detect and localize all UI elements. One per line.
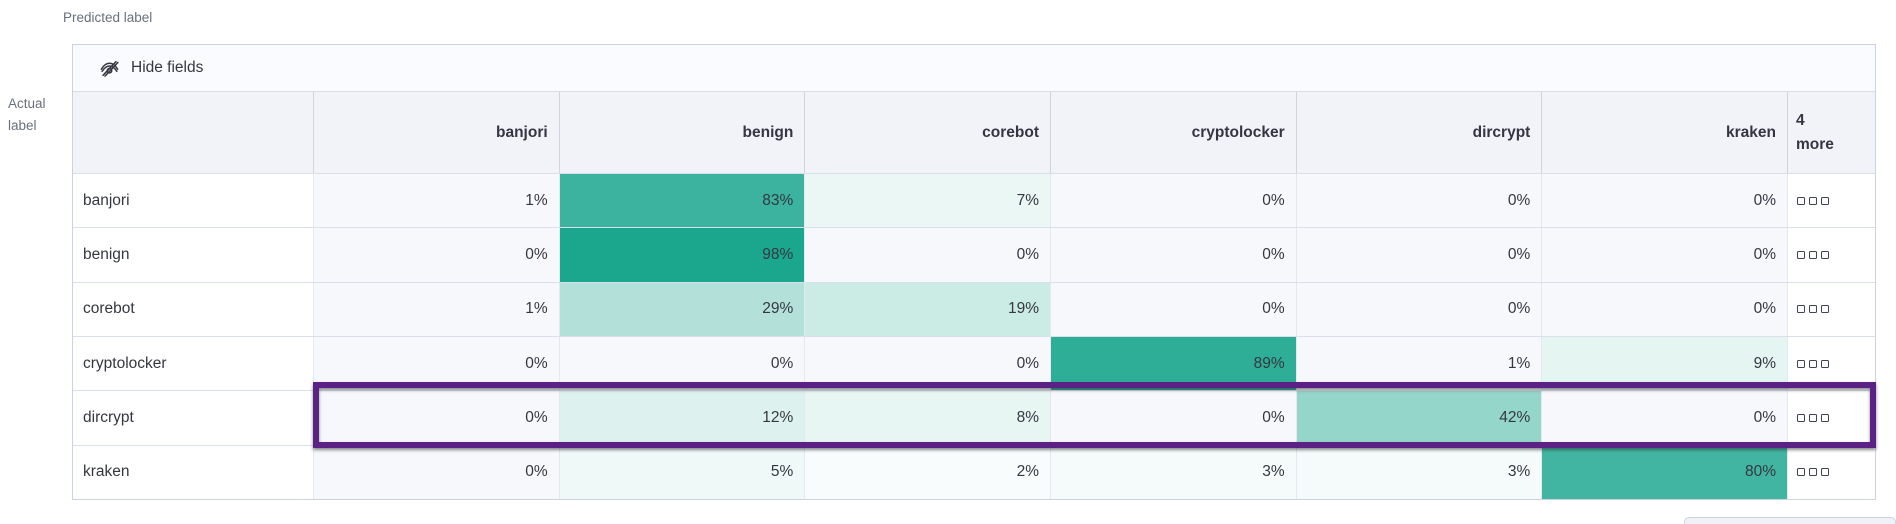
cell-dircrypt-kraken[interactable]: 0%	[1542, 391, 1788, 445]
more-cell-corebot[interactable]	[1788, 282, 1875, 336]
cell-cryptolocker-kraken[interactable]: 9%	[1542, 336, 1788, 391]
cell-banjori-cryptolocker[interactable]: 0%	[1051, 174, 1297, 228]
boxes-icon	[1797, 250, 1829, 259]
more-cell-dircrypt[interactable]	[1788, 391, 1875, 445]
cell-corebot-benign[interactable]: 29%	[559, 282, 806, 336]
cell-corebot-banjori[interactable]: 1%	[314, 282, 560, 336]
hide-fields-label: Hide fields	[131, 59, 204, 77]
confusion-matrix-grid: Hide fields banjori benign corebot cryptolo…	[72, 44, 1876, 500]
boxes-icon	[1797, 305, 1829, 314]
boxes-icon	[1797, 359, 1829, 368]
cell-kraken-kraken[interactable]: 80%	[1542, 445, 1788, 499]
cell-banjori-corebot[interactable]: 7%	[805, 174, 1051, 228]
grid-header-row: banjori benign corebot cryptolocker dircrypt…	[73, 92, 1875, 174]
column-header-kraken[interactable]: kraken	[1542, 92, 1788, 173]
more-cell-cryptolocker[interactable]	[1788, 336, 1875, 391]
matrix-row-corebot: corebot 1% 29% 19% 0% 0% 0%	[73, 282, 1875, 337]
cell-benign-kraken[interactable]: 0%	[1542, 228, 1788, 282]
cell-benign-cryptolocker[interactable]: 0%	[1051, 228, 1297, 282]
cell-kraken-benign[interactable]: 5%	[559, 445, 806, 499]
more-cell-banjori[interactable]	[1788, 174, 1875, 228]
cell-dircrypt-cryptolocker[interactable]: 0%	[1051, 391, 1297, 445]
cell-kraken-corebot[interactable]: 2%	[805, 445, 1051, 499]
actual-axis-label-line2: label	[8, 118, 37, 133]
cell-cryptolocker-benign[interactable]: 0%	[559, 336, 806, 391]
boxes-icon	[1797, 196, 1829, 205]
cell-corebot-dircrypt[interactable]: 0%	[1296, 282, 1543, 336]
matrix-row-banjori: banjori 1% 83% 7% 0% 0% 0%	[73, 174, 1875, 229]
row-label-corebot[interactable]: corebot	[73, 282, 314, 336]
matrix-row-benign: benign 0% 98% 0% 0% 0% 0%	[73, 228, 1875, 283]
cell-corebot-cryptolocker[interactable]: 0%	[1051, 282, 1297, 336]
more-cell-benign[interactable]	[1788, 228, 1875, 282]
boxes-icon	[1797, 413, 1829, 422]
cell-dircrypt-benign[interactable]: 12%	[559, 391, 806, 445]
matrix-row-kraken: kraken 0% 5% 2% 3% 3% 80%	[73, 445, 1875, 499]
column-header-cryptolocker[interactable]: cryptolocker	[1051, 92, 1297, 173]
cell-dircrypt-dircrypt[interactable]: 42%	[1296, 391, 1543, 445]
cell-cryptolocker-banjori[interactable]: 0%	[314, 336, 560, 391]
row-label-cryptolocker[interactable]: cryptolocker	[73, 336, 314, 391]
eye-closed-icon	[99, 58, 120, 79]
grid-body: banjori 1% 83% 7% 0% 0% 0% benign 0% 98% 0% 0% 0% 0% c…	[73, 174, 1875, 499]
cell-benign-benign[interactable]: 98%	[559, 228, 806, 282]
column-header-more[interactable]: 4 more	[1796, 111, 1834, 153]
predicted-axis-label: Predicted label	[63, 10, 153, 25]
cell-kraken-dircrypt[interactable]: 3%	[1296, 445, 1543, 499]
column-header-dircrypt[interactable]: dircrypt	[1297, 92, 1543, 173]
cell-banjori-kraken[interactable]: 0%	[1542, 174, 1788, 228]
cell-banjori-benign[interactable]: 83%	[559, 174, 806, 228]
more-cell-kraken[interactable]	[1788, 445, 1875, 499]
cell-benign-corebot[interactable]: 0%	[805, 228, 1051, 282]
actual-axis-label-line1: Actual	[8, 96, 46, 111]
cell-kraken-banjori[interactable]: 0%	[314, 445, 560, 499]
row-label-dircrypt[interactable]: dircrypt	[73, 391, 314, 445]
cell-corebot-kraken[interactable]: 0%	[1542, 282, 1788, 336]
row-label-kraken[interactable]: kraken	[73, 445, 314, 499]
cell-banjori-dircrypt[interactable]: 0%	[1296, 174, 1543, 228]
bottom-right-panel-edge[interactable]	[1684, 517, 1896, 524]
cell-cryptolocker-cryptolocker[interactable]: 89%	[1051, 336, 1297, 391]
cell-cryptolocker-dircrypt[interactable]: 1%	[1296, 336, 1543, 391]
column-header-corebot[interactable]: corebot	[805, 92, 1051, 173]
cell-dircrypt-corebot[interactable]: 8%	[805, 391, 1051, 445]
cell-dircrypt-banjori[interactable]: 0%	[314, 391, 560, 445]
matrix-row-dircrypt: dircrypt 0% 12% 8% 0% 42% 0%	[73, 391, 1875, 446]
column-header-banjori[interactable]: banjori	[314, 92, 560, 173]
cell-banjori-banjori[interactable]: 1%	[314, 174, 560, 228]
actual-axis-label: Actual label	[8, 93, 64, 137]
row-label-benign[interactable]: benign	[73, 228, 314, 282]
cell-cryptolocker-corebot[interactable]: 0%	[805, 336, 1051, 391]
column-header-benign[interactable]: benign	[560, 92, 806, 173]
cell-benign-banjori[interactable]: 0%	[314, 228, 560, 282]
grid-toolbar: Hide fields	[73, 45, 1875, 92]
hide-fields-button[interactable]: Hide fields	[99, 58, 203, 79]
cell-kraken-cryptolocker[interactable]: 3%	[1051, 445, 1297, 499]
matrix-row-cryptolocker: cryptolocker 0% 0% 0% 89% 1% 9%	[73, 336, 1875, 392]
cell-corebot-corebot[interactable]: 19%	[805, 282, 1051, 336]
cell-benign-dircrypt[interactable]: 0%	[1296, 228, 1543, 282]
header-corner-cell	[73, 92, 314, 173]
boxes-icon	[1797, 468, 1829, 477]
row-label-banjori[interactable]: banjori	[73, 174, 314, 228]
